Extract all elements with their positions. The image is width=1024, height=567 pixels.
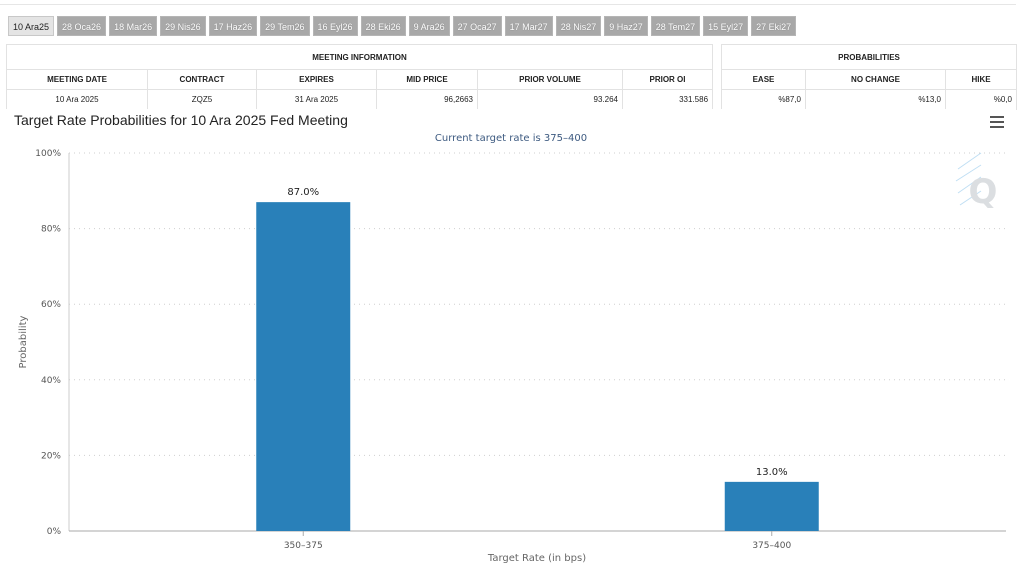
watermark-logo-icon: Q — [955, 152, 998, 212]
probabilities-header: PROBABILITIES — [721, 44, 1017, 70]
y-tick-label: 40% — [41, 376, 61, 386]
probabilities-table: PROBABILITIES EASE NO CHANGE HIKE %87,0 … — [721, 44, 1017, 110]
chart-subtitle: Current target rate is 375–400 — [435, 133, 587, 144]
contract-header: CONTRACT — [147, 69, 257, 90]
prior-oi-value: 331.586 — [621, 89, 714, 110]
y-tick-label: 60% — [41, 300, 61, 310]
data-label: 87.0% — [287, 187, 319, 198]
prior-oi-header: PRIOR OI — [621, 69, 714, 90]
x-tick-label: 375–400 — [752, 541, 791, 551]
data-label: 13.0% — [756, 467, 788, 478]
y-axis-label: Probability — [18, 315, 29, 368]
tab-8[interactable]: 28 Eki26 — [360, 16, 406, 36]
tab-5[interactable]: 17 Haz26 — [208, 16, 258, 36]
expires-value: 31 Ara 2025 — [256, 89, 377, 110]
tab-15[interactable]: 15 Eyl27 — [703, 16, 749, 36]
table-row: 10 Ara 2025 ZQZ5 31 Ara 2025 96,2663 93.… — [6, 89, 714, 110]
tab-4[interactable]: 29 Nis26 — [160, 16, 206, 36]
tab-3[interactable]: 18 Mar26 — [109, 16, 158, 36]
tab-14[interactable]: 28 Tem27 — [650, 16, 701, 36]
tab-16[interactable]: 27 Eki27 — [751, 16, 797, 36]
contract-value: ZQZ5 — [147, 89, 257, 110]
no-change-value: %13,0 — [805, 89, 946, 110]
prior-volume-header: PRIOR VOLUME — [477, 69, 623, 90]
bar — [724, 481, 819, 531]
x-tick-label: 350–375 — [284, 541, 323, 551]
hike-header: HIKE — [945, 69, 1017, 90]
top-divider — [0, 4, 1016, 5]
y-tick-label: 100% — [35, 149, 61, 159]
y-tick-label: 0% — [47, 527, 62, 537]
no-change-header: NO CHANGE — [805, 69, 946, 90]
meeting-date-header: MEETING DATE — [6, 69, 148, 90]
tab-1[interactable]: 10 Ara25 — [8, 16, 55, 36]
prior-volume-value: 93.264 — [477, 89, 623, 110]
tab-7[interactable]: 16 Eyl26 — [312, 16, 358, 36]
table-row: %87,0 %13,0 %0,0 — [721, 89, 1017, 110]
ease-header: EASE — [721, 69, 806, 90]
ease-value: %87,0 — [721, 89, 806, 110]
tab-10[interactable]: 27 Oca27 — [452, 16, 502, 36]
tab-6[interactable]: 29 Tem26 — [260, 16, 310, 36]
tab-12[interactable]: 28 Nis27 — [555, 16, 602, 36]
meeting-information-header: MEETING INFORMATION — [5, 44, 714, 70]
mid-price-header: MID PRICE — [376, 69, 478, 90]
meeting-date-value: 10 Ara 2025 — [6, 89, 148, 110]
hike-value: %0,0 — [945, 89, 1017, 110]
bar — [256, 202, 351, 531]
y-tick-label: 80% — [41, 225, 61, 235]
y-tick-label: 20% — [41, 451, 61, 461]
x-axis-label: Target Rate (in bps) — [487, 553, 586, 564]
tab-11[interactable]: 17 Mar27 — [504, 16, 553, 36]
svg-text:Q: Q — [969, 172, 998, 212]
bar-chart: Current target rate is 375–400 Q 0% 20% 40% 6… — [18, 133, 1006, 564]
tab-9[interactable]: 9 Ara26 — [408, 16, 450, 36]
expires-header: EXPIRES — [256, 69, 377, 90]
hamburger-menu-icon[interactable] — [990, 116, 1004, 128]
meeting-information-table: MEETING INFORMATION MEETING DATE CONTRAC… — [5, 44, 714, 110]
chart-title: Target Rate Probabilities for 10 Ara 202… — [14, 112, 348, 128]
tab-2[interactable]: 28 Oca26 — [57, 16, 107, 36]
meeting-tabs: 10 Ara25 28 Oca26 18 Mar26 29 Nis26 17 Haz26… — [8, 16, 797, 36]
chart-container: Current target rate is 375–400 Q 0% 20% 40% 6… — [6, 109, 1016, 567]
tab-13[interactable]: 9 Haz27 — [604, 16, 648, 36]
mid-price-value: 96,2663 — [376, 89, 478, 110]
